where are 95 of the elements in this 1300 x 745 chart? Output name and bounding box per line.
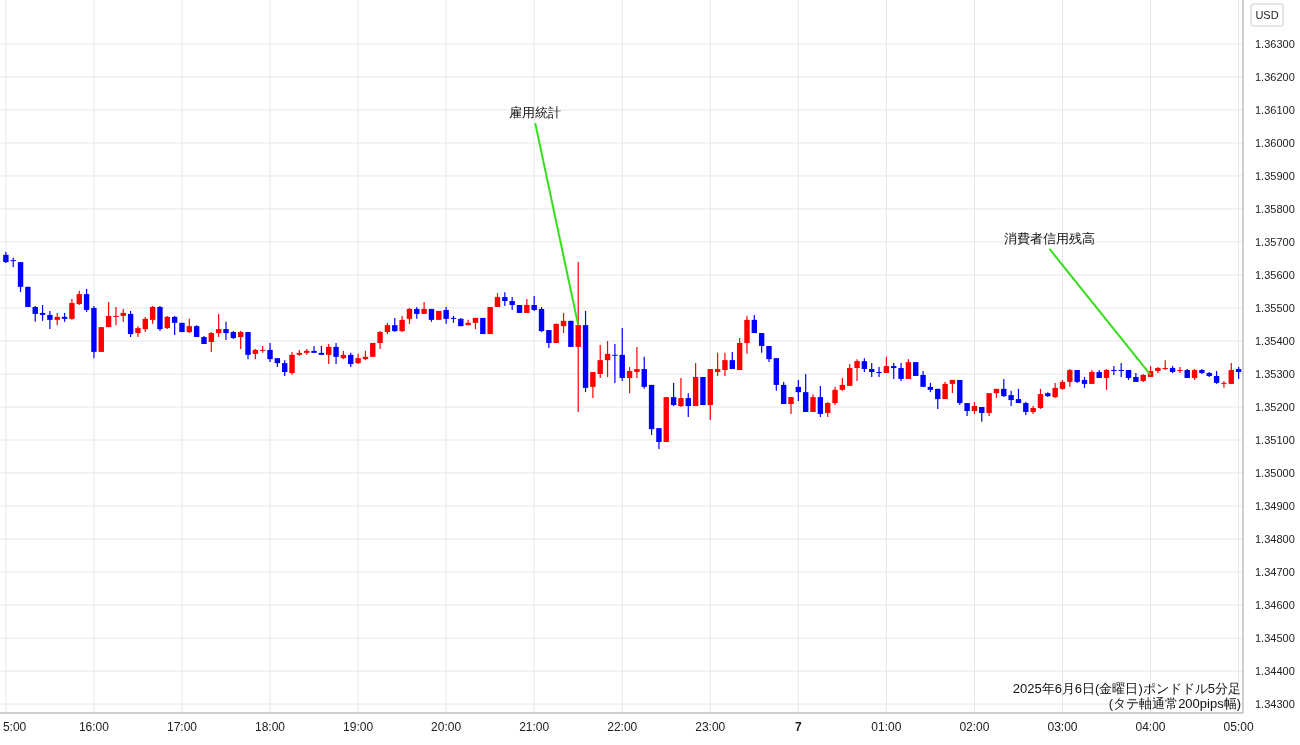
candlestick: [575, 261, 581, 413]
candlestick: [905, 358, 912, 380]
y-tick-label: 1.36200: [1255, 70, 1295, 83]
candlestick: [685, 392, 691, 418]
candlestick: [612, 343, 618, 384]
x-tick-label: 23:00: [695, 720, 726, 734]
annotation: 消費者信用残高: [1004, 230, 1096, 246]
x-tick-label: 16:00: [78, 720, 110, 734]
candlestick: [802, 373, 809, 413]
candlestick: [421, 301, 427, 315]
y-axis-title: USD: [1255, 9, 1279, 21]
y-tick-label: 1.35900: [1255, 169, 1295, 182]
x-tick-label: 05:00: [1223, 720, 1254, 734]
y-tick-label: 1.35700: [1255, 235, 1295, 248]
candlestick: [957, 379, 963, 406]
candlestick: [326, 343, 332, 365]
x-tick-label: 04:00: [1135, 720, 1166, 734]
candlestick: [223, 321, 229, 341]
candlestick: [832, 386, 838, 406]
y-tick-label: 1.35800: [1255, 202, 1295, 215]
x-tick-label: 01:00: [871, 720, 902, 734]
x-tick-label: 19:00: [343, 720, 374, 734]
annotation: 2025年6月6日(金曜日)ポンドドル5分足: [1012, 681, 1241, 696]
x-tick-label: 03:00: [1047, 720, 1078, 734]
candlestick: [670, 382, 677, 407]
candlestick: [722, 352, 728, 377]
x-tick-label: 18:00: [255, 720, 286, 734]
candlestick: [1008, 390, 1014, 407]
y-tick-label: 1.36100: [1255, 103, 1295, 116]
candlestick: [788, 396, 794, 415]
candlestick: [113, 306, 119, 326]
candlestick: [83, 288, 90, 313]
candlestick: [876, 366, 882, 378]
candlestick: [267, 342, 273, 363]
candlestick: [1037, 388, 1044, 410]
candlestick: [744, 315, 750, 355]
y-tick-label: 1.35200: [1255, 401, 1295, 413]
candlestick: [597, 344, 603, 379]
candlestick: [626, 366, 633, 394]
y-tick-label: 1.36000: [1255, 136, 1295, 149]
candlestick: [311, 345, 317, 354]
y-tick-label: 1.34800: [1255, 533, 1295, 546]
candlestick: [69, 298, 75, 321]
x-tick-label: 20:00: [431, 720, 462, 734]
y-tick-label: 1.35000: [1255, 467, 1295, 480]
x-tick-label: 5:00: [2, 720, 27, 734]
y-tick-label: 1.35100: [1255, 434, 1295, 447]
candlestick: [634, 346, 640, 379]
candlestick: [538, 306, 545, 333]
y-tick-label: 1.35500: [1255, 301, 1295, 314]
annotation: (タテ軸通常200pips幅): [1108, 696, 1241, 711]
candlestick: [854, 358, 860, 382]
candlestick: [590, 371, 596, 399]
candlestick: [465, 319, 471, 326]
x-tick-label: 17:00: [166, 720, 198, 734]
candlestick: [127, 310, 134, 338]
y-tick-label: 1.34900: [1255, 500, 1295, 513]
annotation: 雇用統計: [509, 105, 562, 121]
candlestick: [641, 356, 647, 390]
x-tick-label: 7: [794, 720, 802, 734]
candlestick: [105, 301, 112, 328]
candlestick: [1103, 368, 1110, 391]
candlestick: [1228, 362, 1234, 385]
candlestick: [758, 332, 765, 354]
x-tick-label: 22:00: [607, 720, 638, 734]
candlestick: [986, 392, 992, 417]
candlestick: [171, 315, 178, 336]
candlestick: [656, 427, 662, 450]
candlestick: [135, 325, 141, 338]
candlestick: [1001, 378, 1007, 398]
candlestick: [289, 351, 295, 376]
y-tick-label: 1.34300: [1255, 698, 1295, 711]
y-tick-label: 1.35300: [1255, 367, 1295, 380]
candlestick: [245, 331, 251, 360]
x-tick-label: 02:00: [959, 720, 990, 734]
candlestick: [847, 363, 853, 387]
x-tick-label: 21:00: [519, 720, 550, 734]
candlestick: [157, 305, 163, 332]
candlestick: [1177, 366, 1183, 374]
y-tick-label: 1.34500: [1255, 632, 1295, 645]
candlestick: [333, 342, 339, 365]
candlestick: [47, 310, 53, 330]
candlestick: [714, 352, 721, 377]
candlestick: [208, 331, 215, 353]
y-tick-label: 1.35400: [1255, 334, 1295, 347]
y-tick-label: 1.36300: [1255, 37, 1295, 50]
candlestick: [619, 327, 625, 382]
y-tick-label: 1.34400: [1255, 665, 1295, 678]
candlestick: [817, 385, 824, 418]
y-tick-label: 1.34700: [1255, 566, 1295, 579]
candlestick: [678, 377, 684, 408]
candlestick: [1221, 380, 1227, 389]
y-tick-label: 1.35600: [1255, 268, 1295, 281]
candlestick: [215, 313, 222, 338]
y-tick-label: 1.34600: [1255, 599, 1295, 612]
